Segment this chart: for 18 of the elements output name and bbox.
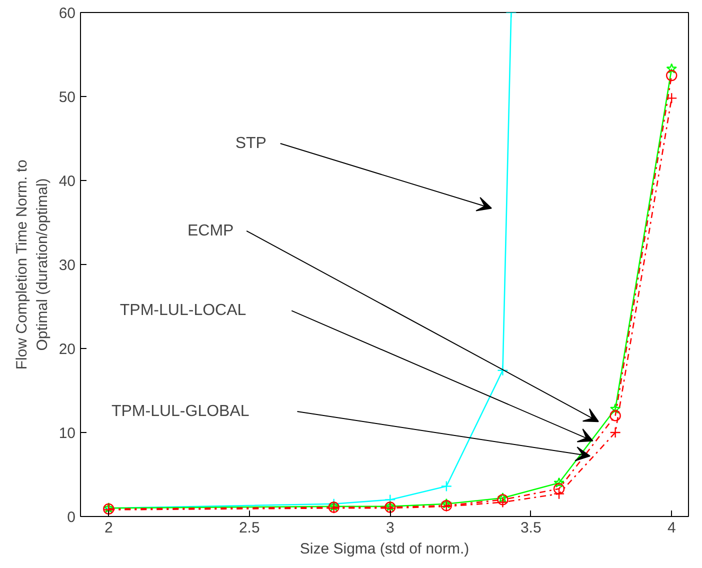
y-tick-label: 40 bbox=[58, 173, 76, 190]
annotation: TPM-LUL-LOCAL bbox=[120, 302, 246, 320]
y-tick-label: 20 bbox=[58, 341, 76, 358]
annotation: ECMP bbox=[187, 222, 234, 240]
annotation: STP bbox=[235, 135, 266, 152]
x-tick-label: 4 bbox=[667, 520, 676, 536]
y-tick-label: 10 bbox=[58, 425, 76, 442]
y-tick-label: 30 bbox=[58, 257, 76, 274]
y-tick-label: 60 bbox=[58, 5, 76, 22]
x-tick-label: 3.5 bbox=[520, 520, 542, 536]
x-tick-label: 2.5 bbox=[238, 520, 260, 536]
y-tick-label: 50 bbox=[58, 89, 76, 106]
y-axis-title: Flow Completion Time Norm. to Optimal (duration/optimal) bbox=[13, 160, 51, 370]
x-tick-label: 3 bbox=[386, 520, 394, 536]
annotation: TPM-LUL-GLOBAL bbox=[111, 403, 250, 420]
x-tick-label: 2 bbox=[104, 520, 113, 536]
y-tick-label: 0 bbox=[67, 509, 76, 526]
x-axis-title: Size Sigma (std of norm.) bbox=[300, 540, 470, 558]
